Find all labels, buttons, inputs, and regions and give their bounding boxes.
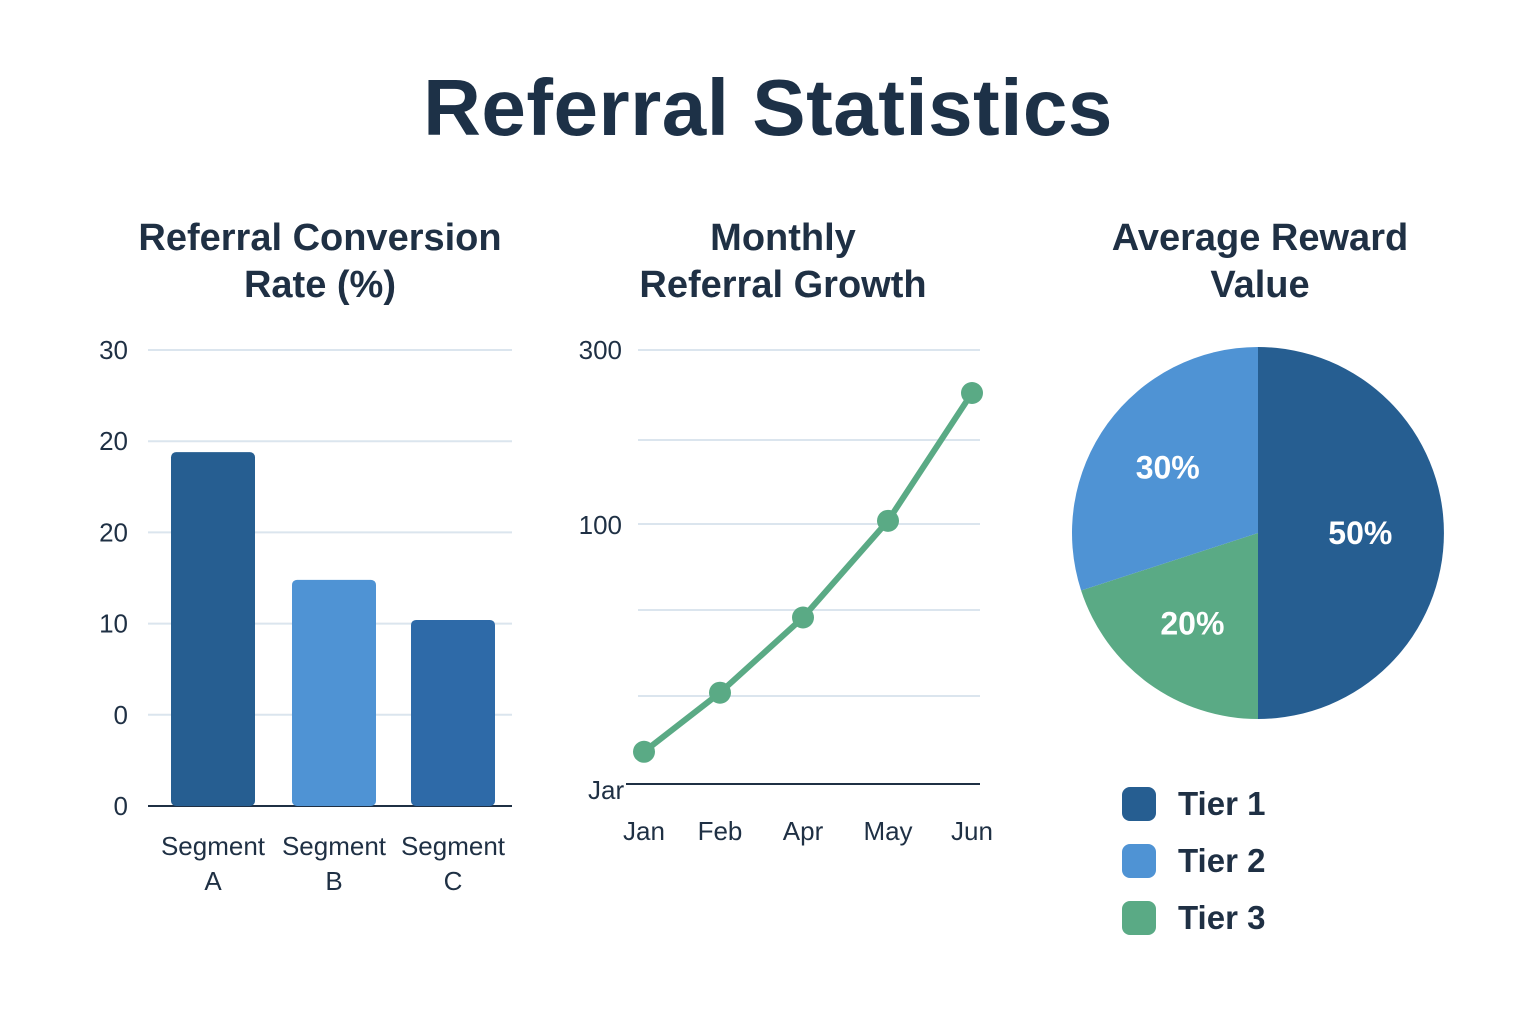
data-point <box>877 509 899 532</box>
legend-label: Tier 2 <box>1178 841 1266 879</box>
pie-slice <box>1258 347 1444 719</box>
pie-slice <box>1072 347 1258 591</box>
legend-item-tier-2: Tier 2 <box>1122 832 1265 889</box>
y-tick-label: 10 <box>99 609 128 639</box>
legend-item-tier-3: Tier 3 <box>1122 889 1265 946</box>
x-category-label: C <box>444 866 463 896</box>
legend-swatch-tier-3 <box>1122 900 1156 935</box>
pie-slice <box>1081 533 1258 719</box>
x-tick-label: Jun <box>951 816 993 846</box>
legend-label: Tier 1 <box>1178 784 1266 822</box>
data-point <box>792 606 814 629</box>
x-category-label: B <box>325 866 342 896</box>
x-tick-label: Apr <box>783 816 824 846</box>
x-tick-label: May <box>863 816 912 846</box>
y-tick-label: 20 <box>99 517 128 547</box>
pie-slice-label: 20% <box>1160 605 1224 641</box>
legend-swatch-tier-1 <box>1122 786 1156 821</box>
pie-legend: Tier 1 Tier 2 Tier 3 <box>1122 775 1265 946</box>
y-tick-label: 30 <box>99 335 128 365</box>
page-title: Referral Statistics <box>423 63 1113 152</box>
y-tick-label: 100 <box>579 510 622 540</box>
x-category-label: Segment <box>161 831 266 861</box>
bar <box>292 579 376 806</box>
bar <box>411 619 495 806</box>
x-category-label: A <box>204 866 222 896</box>
data-point <box>633 740 655 763</box>
legend-label: Tier 3 <box>1178 898 1266 936</box>
bar-chart-title: Referral Conversion Rate (%) <box>138 217 502 306</box>
y-tick-label: 300 <box>579 335 622 365</box>
line-chart-title: Monthly Referral Growth <box>639 217 927 306</box>
y-tick-label: 0 <box>114 791 128 821</box>
legend-item-tier-1: Tier 1 <box>1122 775 1265 832</box>
pie-chart-title: Average Reward Value <box>1111 217 1409 306</box>
bar <box>171 452 255 806</box>
pie-slice-label: 30% <box>1136 449 1200 485</box>
y-tick-label: 0 <box>114 700 128 730</box>
x-tick-label: Jan <box>623 816 665 846</box>
y-tick-label: 20 <box>99 426 128 456</box>
data-point <box>961 382 983 405</box>
x-tick-label: Feb <box>698 816 743 846</box>
x-axis-extra-label: Jar <box>588 775 624 805</box>
legend-swatch-tier-2 <box>1122 843 1156 878</box>
x-category-label: Segment <box>282 831 387 861</box>
x-category-label: Segment <box>401 831 506 861</box>
pie-slice-label: 50% <box>1328 515 1392 551</box>
data-point <box>709 681 731 704</box>
